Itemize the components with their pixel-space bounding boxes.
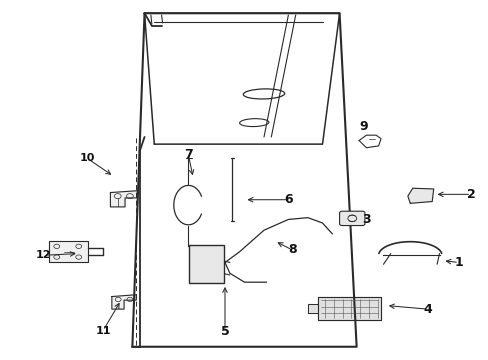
- Text: 11: 11: [95, 325, 111, 336]
- Polygon shape: [112, 295, 136, 309]
- Polygon shape: [407, 188, 433, 203]
- FancyBboxPatch shape: [339, 211, 364, 226]
- Text: 7: 7: [183, 148, 192, 161]
- Text: 1: 1: [454, 256, 463, 269]
- Polygon shape: [49, 241, 88, 262]
- Polygon shape: [110, 191, 137, 207]
- Text: 2: 2: [466, 188, 475, 201]
- Text: 9: 9: [359, 121, 367, 134]
- FancyBboxPatch shape: [189, 245, 224, 283]
- Polygon shape: [307, 304, 317, 313]
- Text: 12: 12: [36, 250, 51, 260]
- Text: 6: 6: [284, 193, 292, 206]
- Text: 10: 10: [80, 153, 95, 163]
- Text: 5: 5: [220, 325, 229, 338]
- Text: 3: 3: [361, 213, 370, 226]
- Text: 4: 4: [422, 303, 431, 316]
- Polygon shape: [317, 297, 380, 320]
- Text: 8: 8: [287, 243, 296, 256]
